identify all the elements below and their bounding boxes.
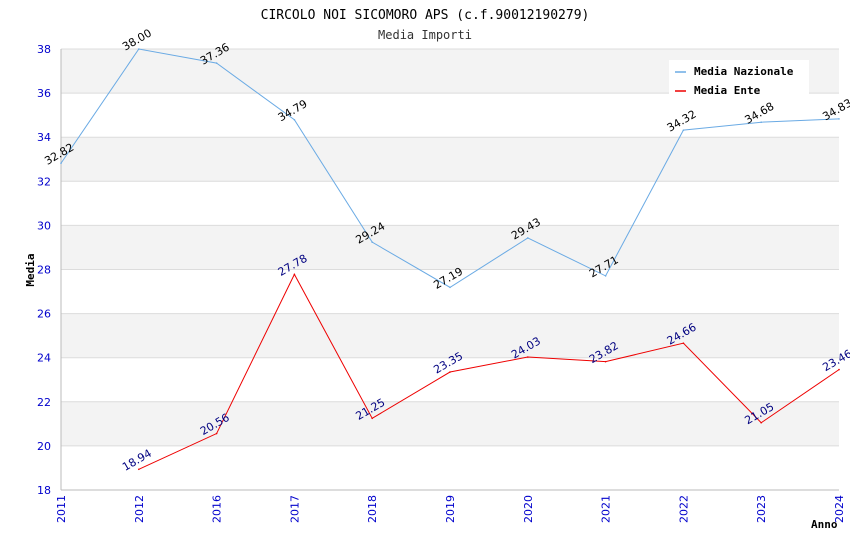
x-tick-label: 2023 [755, 495, 768, 523]
data-point [682, 129, 685, 131]
series-lines [60, 48, 840, 471]
data-point [215, 62, 218, 64]
data-point [838, 368, 840, 371]
x-tick-label: 2020 [522, 495, 535, 523]
x-axis-ticks: 2011 2012 2016 2017 2018 2019 2020 2021 2022 2023… [55, 495, 846, 523]
data-point [293, 273, 296, 276]
grid-band [61, 269, 839, 314]
y-tick-label: 18 [37, 484, 51, 497]
data-point [449, 286, 451, 289]
data-point [760, 421, 762, 424]
grid-band [61, 313, 839, 358]
grid-band [61, 137, 839, 182]
x-tick-label: 2021 [600, 495, 613, 523]
grid-band [61, 445, 839, 490]
axes [60, 49, 839, 491]
data-point [449, 371, 451, 373]
x-tick-label: 2011 [55, 495, 68, 523]
legend: Media Nazionale Media Ente [669, 60, 809, 97]
y-tick-label: 32 [37, 175, 51, 188]
x-tick-label: 2022 [677, 495, 690, 523]
y-axis-ticks: 18 20 22 24 26 28 30 32 34 36 38 [37, 43, 51, 497]
y-tick-label: 38 [37, 43, 51, 56]
grid-band [61, 225, 839, 270]
y-tick-label: 26 [37, 308, 51, 321]
grid-band [61, 401, 839, 446]
y-tick-label: 30 [37, 219, 51, 232]
data-point [604, 360, 607, 363]
x-tick-label: 2017 [288, 495, 301, 523]
data-point [371, 417, 374, 420]
data-point [604, 275, 607, 277]
data-point [371, 241, 374, 243]
data-point [215, 432, 218, 435]
data-point [838, 118, 840, 120]
series-line-1 [138, 273, 840, 470]
y-tick-label: 34 [37, 131, 51, 144]
x-tick-label: 2019 [444, 495, 457, 523]
data-point [138, 468, 140, 471]
y-axis-label: Media [24, 253, 37, 286]
grid-bands [61, 49, 839, 490]
chart-subtitle: Media Importi [378, 28, 472, 42]
data-point [527, 356, 529, 358]
data-point [527, 237, 529, 239]
y-tick-label: 36 [37, 87, 51, 100]
y-tick-label: 24 [37, 352, 51, 365]
legend-label-media-ente: Media Ente [694, 84, 761, 97]
grid-band [61, 181, 839, 226]
x-axis-label: Anno [811, 518, 838, 531]
x-tick-label: 2012 [133, 495, 146, 523]
x-tick-label: 2018 [366, 495, 379, 523]
data-point [682, 342, 685, 344]
legend-box [669, 60, 809, 96]
data-point [293, 118, 296, 121]
data-point [138, 48, 140, 50]
grid-band [61, 93, 839, 138]
data-point [60, 162, 62, 165]
x-tick-label: 2024 [833, 495, 846, 523]
legend-label-media-nazionale: Media Nazionale [694, 65, 794, 78]
y-tick-label: 28 [37, 264, 51, 277]
data-point [760, 121, 762, 124]
x-tick-label: 2016 [211, 495, 224, 523]
y-tick-label: 22 [37, 396, 51, 409]
grid-band [61, 357, 839, 402]
chart-title: CIRCOLO NOI SICOMORO APS (c.f.9001219027… [261, 8, 590, 23]
y-tick-label: 20 [37, 440, 51, 453]
